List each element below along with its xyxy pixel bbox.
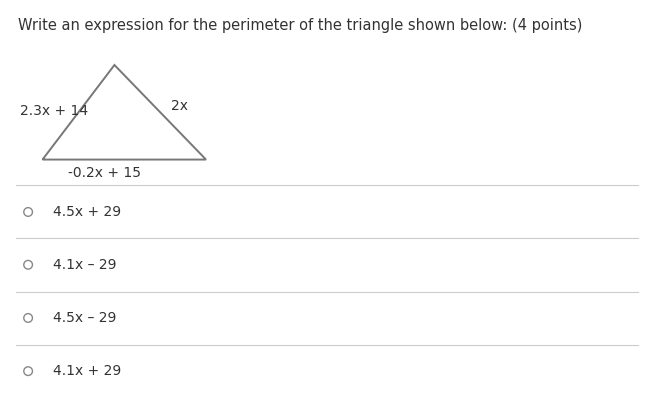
- Text: Write an expression for the perimeter of the triangle shown below: (4 points): Write an expression for the perimeter of…: [18, 18, 583, 33]
- Text: 2x: 2x: [171, 99, 188, 113]
- Text: -0.2x + 15: -0.2x + 15: [68, 166, 141, 180]
- Text: 4.1x – 29: 4.1x – 29: [53, 258, 116, 272]
- Text: 4.5x – 29: 4.5x – 29: [53, 311, 116, 325]
- Text: 4.1x + 29: 4.1x + 29: [53, 364, 121, 378]
- Text: 4.5x + 29: 4.5x + 29: [53, 205, 121, 219]
- Text: 2.3x + 14: 2.3x + 14: [20, 104, 88, 118]
